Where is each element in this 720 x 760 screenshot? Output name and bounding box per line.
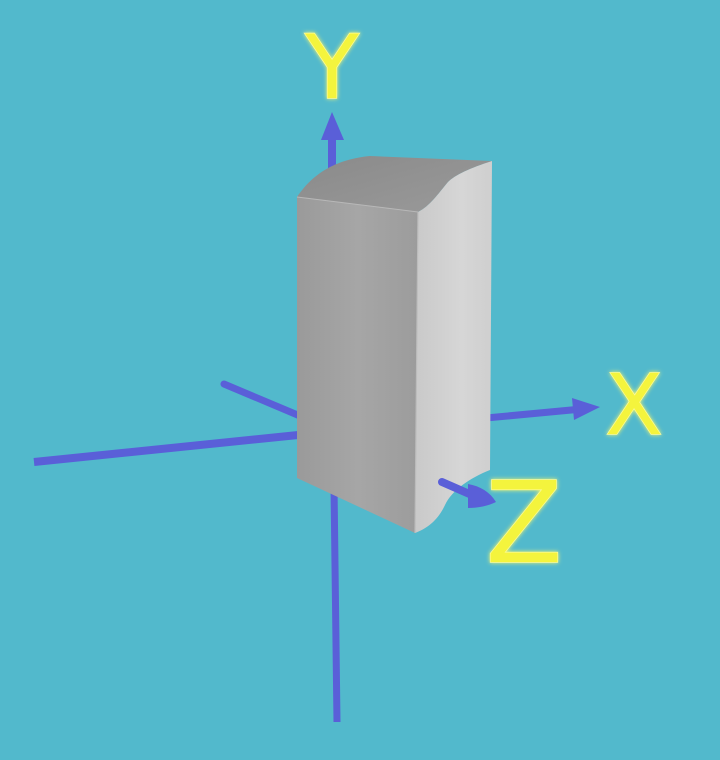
- block-top-face: [297, 156, 492, 212]
- axis-group-front: [438, 478, 496, 508]
- block-object: [296, 156, 492, 534]
- x-axis-label: X: [605, 356, 663, 454]
- y-arrowhead-icon: [321, 112, 344, 140]
- y-axis-label: Y: [304, 16, 359, 119]
- block-side-face: [415, 161, 492, 533]
- block-edge-line: [414, 211, 419, 534]
- negative-z-axis: [220, 380, 304, 420]
- arrowheads-back: [321, 112, 600, 420]
- axis-group-back: [33, 138, 583, 723]
- block-front-face: [297, 197, 418, 533]
- z-arrowhead-icon: [468, 484, 496, 508]
- z-axis-label: Z: [486, 459, 563, 589]
- negative-x-axis: [33, 430, 309, 466]
- block-top-edge-line: [296, 196, 419, 213]
- positive-x-axis: [485, 405, 583, 422]
- x-arrowhead-icon: [572, 398, 600, 420]
- axis-labels: Y X Z: [303, 15, 663, 590]
- negative-y-axis: [330, 485, 341, 723]
